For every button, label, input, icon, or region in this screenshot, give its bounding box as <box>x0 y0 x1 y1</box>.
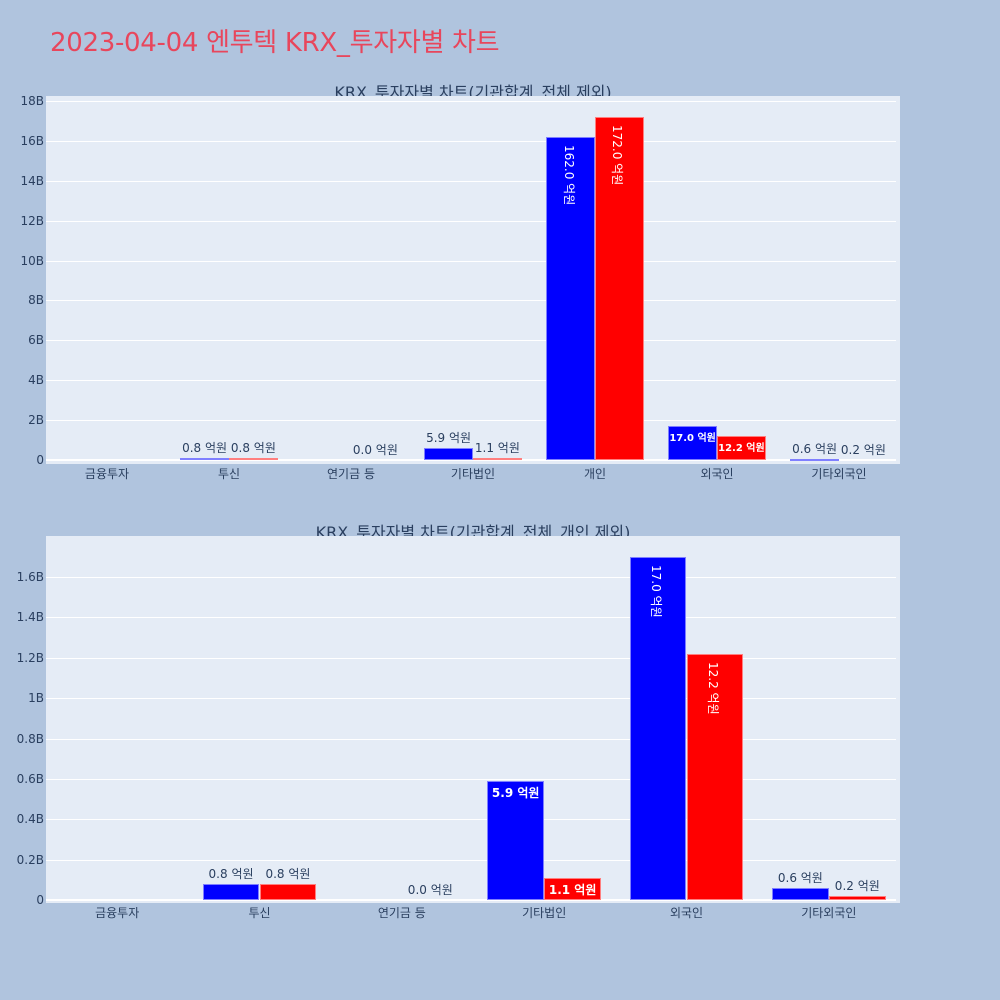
x-tick-label: 외국인 <box>669 906 704 920</box>
bar-value-label: 1.1 억원 <box>474 440 520 455</box>
bar-blue <box>668 426 717 460</box>
x-tick-label: 기타외국인 <box>811 467 867 481</box>
bar-value-label: 0.8 억원 <box>230 441 276 456</box>
bar-blue <box>487 780 545 900</box>
zero-line <box>46 459 896 461</box>
gridline <box>46 859 896 861</box>
bar-blue <box>424 448 473 460</box>
y-tick-label: 8B <box>28 293 44 308</box>
bar-value-label: 0.8 억원 <box>265 866 311 881</box>
bar-blue <box>180 458 229 461</box>
gridline <box>46 380 896 382</box>
page-title: 2023-04-04 엔투텍 KRX_투자자별 차트 <box>50 28 500 58</box>
plot-area <box>46 536 900 903</box>
x-tick-label: 기타법인 <box>522 906 567 920</box>
bar-red <box>828 895 886 900</box>
y-tick-label: 0.6B <box>16 771 44 786</box>
x-tick-label: 외국인 <box>700 467 734 481</box>
y-tick-label: 0.2B <box>16 852 44 867</box>
bar-value-label: 0.8 억원 <box>182 441 228 456</box>
x-tick-label: 투신 <box>217 467 241 481</box>
chart-top: KRX_투자자별 차트(기관합계_전체 제외) 0 2B 4B 6B 8B 10B 12B 1… <box>20 83 900 481</box>
gridline <box>46 260 896 262</box>
y-tick-label: 6B <box>28 333 44 348</box>
bar-value-label: 0.2 억원 <box>834 878 880 893</box>
bar-red <box>717 435 766 460</box>
gridline <box>46 220 896 222</box>
x-tick-label: 기타법인 <box>450 467 496 481</box>
bar-red <box>544 877 602 900</box>
bar-value-label: 0.0 억원 <box>407 883 453 897</box>
y-tick-label: 0.8B <box>16 731 44 746</box>
bar-value-label: 17.0 억원 <box>669 433 716 445</box>
gridline <box>46 180 896 182</box>
bar-blue <box>202 883 260 900</box>
bar-red <box>229 458 278 461</box>
gridline <box>46 819 896 821</box>
gridline <box>46 101 896 102</box>
gridline <box>46 140 896 142</box>
bar-blue <box>771 887 829 900</box>
y-tick-label: 1.4B <box>16 610 44 625</box>
x-tick-label: 개인 <box>583 467 607 481</box>
gridline <box>46 738 896 740</box>
bar-value-label: 0.0 억원 <box>352 443 398 457</box>
gridline <box>46 340 896 342</box>
gridline <box>46 657 896 659</box>
y-tick-label: 14B <box>20 173 44 188</box>
x-tick-label: 투신 <box>248 906 271 920</box>
y-tick-label: 0 <box>36 893 44 907</box>
bar-red <box>595 116 644 460</box>
bar-value-label: 1.1 억원 <box>548 882 597 897</box>
x-tick-label: 연기금 등 <box>377 906 426 920</box>
bar-blue <box>546 136 595 460</box>
gridline <box>46 617 896 619</box>
bar-red <box>686 653 744 900</box>
y-tick-label: 1.2B <box>16 650 44 665</box>
bar-blue <box>629 556 687 900</box>
bar-value-label: 5.9 억원 <box>491 785 540 800</box>
y-tick-label: 16B <box>20 133 44 148</box>
bar-value-label: 0.6 억원 <box>777 870 823 885</box>
x-tick-label: 기타외국인 <box>801 906 857 920</box>
gridline <box>46 698 896 700</box>
gridline <box>46 778 896 780</box>
plot-area <box>46 96 900 464</box>
y-tick-label: 0.4B <box>16 812 44 827</box>
bar-red <box>473 457 522 460</box>
bar-value-label: 0.6 억원 <box>792 441 838 456</box>
y-tick-label: 2B <box>28 413 44 428</box>
bar-value-label: 5.9 억원 <box>426 431 472 446</box>
bar-value-label: 17.0 억원 <box>649 564 664 618</box>
bar-value-label: 0.2 억원 <box>840 442 886 457</box>
zero-line <box>46 899 896 901</box>
gridline <box>46 420 896 422</box>
x-tick-label: 연기금 등 <box>327 467 375 481</box>
y-tick-label: 1B <box>28 691 44 706</box>
bar-value-label: 12.2 억원 <box>705 661 720 715</box>
y-tick-label: 12B <box>20 213 44 228</box>
gridline <box>46 577 896 578</box>
bar-value-label: 0.8 억원 <box>208 866 254 881</box>
x-tick-label: 금융투자 <box>84 467 130 481</box>
gridline <box>46 300 896 302</box>
y-tick-label: 1.6B <box>16 570 44 584</box>
y-tick-label: 18B <box>20 94 44 108</box>
bar-blue <box>790 458 839 461</box>
bar-red <box>259 883 317 900</box>
y-tick-label: 10B <box>20 253 44 268</box>
bar-value-label: 12.2 억원 <box>718 442 765 454</box>
x-tick-label: 금융투자 <box>95 906 140 920</box>
y-tick-label: 4B <box>28 373 44 388</box>
y-tick-label: 0 <box>36 453 44 467</box>
